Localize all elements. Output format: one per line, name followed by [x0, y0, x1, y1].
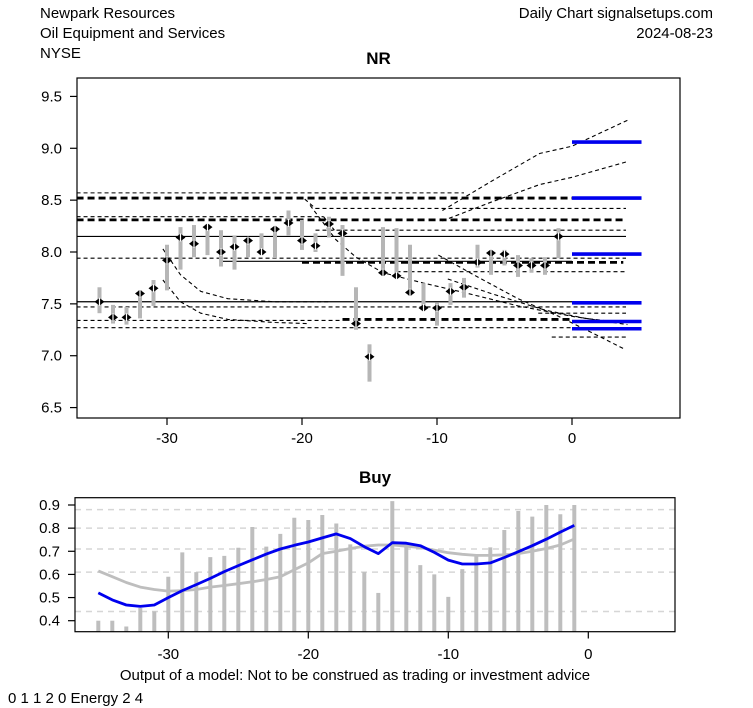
y-tick-label: 7.5 — [41, 296, 62, 313]
x-tick-label: -20 — [291, 430, 313, 447]
buy-chart: Buy 0.4 0.5 0.6 0.7 0.8 0.9 -30 -20 -10 0 — [39, 468, 676, 663]
y-tick-label: 0.8 — [39, 520, 60, 537]
forecast-curve — [442, 119, 628, 211]
x-tick-label: -20 — [297, 646, 319, 663]
disclaimer-text: Output of a model: Not to be construed a… — [119, 667, 591, 684]
x-tick-label: 0 — [568, 430, 576, 447]
x-tick-label: -30 — [157, 646, 179, 663]
forecast-curve — [442, 161, 627, 222]
forecast-curve — [162, 279, 309, 325]
x-tick-label: -10 — [437, 646, 459, 663]
y-tick-label: 9.5 — [41, 88, 62, 105]
price-chart: NR 6.5 7.0 7.5 8.0 8.5 9.0 9.5 -30 -20 -10 0 — [41, 49, 681, 447]
chart-source-label: Daily Chart signalsetups.com — [518, 5, 713, 22]
forecast-curve — [447, 278, 613, 323]
y-tick-label: 6.5 — [41, 400, 62, 417]
y-tick-label: 8.0 — [41, 244, 62, 261]
smoothed-line — [97, 537, 575, 593]
y-tick-label: 9.0 — [41, 140, 62, 157]
x-tick-label: -30 — [156, 430, 178, 447]
x-tick-label: 0 — [584, 646, 592, 663]
x-tick-label: -10 — [426, 430, 448, 447]
y-tick-label: 7.0 — [41, 348, 62, 365]
industry-name: Oil Equipment and Services — [40, 25, 226, 42]
y-tick-label: 8.5 — [41, 192, 62, 209]
price-chart-border — [76, 77, 681, 419]
buy-chart-title: Buy — [359, 468, 392, 487]
chart-date: 2024-08-23 — [636, 25, 713, 42]
buy-chart-border — [74, 497, 676, 633]
header-right: Daily Chart signalsetups.com 2024-08-23 — [519, 4, 713, 44]
forecast-curve — [162, 248, 329, 303]
company-name: Newpark Resources — [40, 5, 176, 22]
y-tick-label: 0.5 — [39, 590, 60, 607]
header-left: Newpark Resources Oil Equipment and Serv… — [40, 4, 225, 64]
model-output-line — [97, 524, 575, 608]
y-tick-label: 0.4 — [39, 613, 60, 630]
y-tick-label: 0.9 — [39, 497, 60, 514]
y-tick-label: 0.6 — [39, 566, 60, 583]
exchange-name: NYSE — [40, 45, 81, 62]
y-tick-label: 0.7 — [39, 543, 60, 560]
price-chart-title: NR — [366, 49, 391, 68]
model-code-text: 0 1 1 2 0 Energy 2 4 — [8, 690, 144, 707]
forecast-curve — [304, 198, 316, 209]
